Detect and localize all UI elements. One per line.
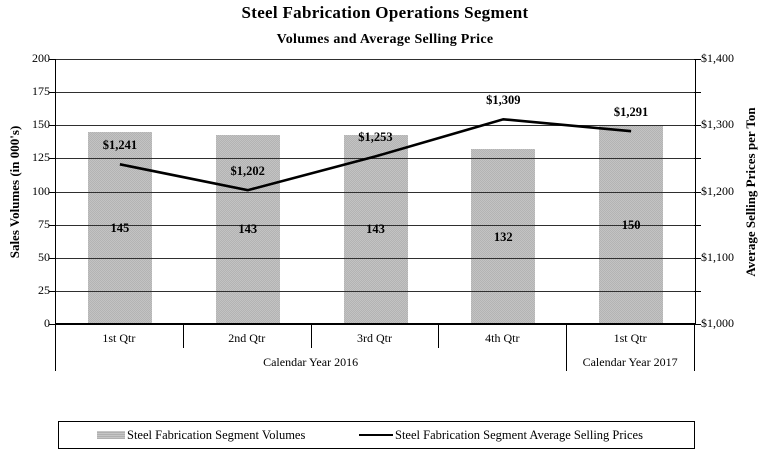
right-tick <box>694 158 701 160</box>
price-label: $1,309 <box>486 93 521 108</box>
y-tick-label-left: 75 <box>38 216 50 231</box>
price-label: $1,291 <box>613 105 649 120</box>
volume-bar <box>215 134 280 324</box>
y-tick-label-right: $1,300 <box>701 117 734 132</box>
gridline <box>56 92 695 94</box>
year-separator <box>694 324 695 371</box>
gridline <box>56 191 695 193</box>
left-tick <box>49 92 55 94</box>
left-tick <box>49 257 55 259</box>
year-group-label: Calendar Year 2016 <box>263 355 359 369</box>
right-tick <box>694 324 701 325</box>
gridline <box>56 125 695 127</box>
gray-bar-swatch <box>97 431 125 439</box>
y-tick-label-left: 175 <box>32 84 50 99</box>
volume-label: 150 <box>621 217 641 232</box>
y-tick-label-left: 25 <box>38 282 50 297</box>
black-line-swatch <box>359 434 393 436</box>
gridline <box>56 158 695 160</box>
right-tick <box>694 191 701 193</box>
legend-label-volumes: Steel Fabrication Segment Volumes <box>127 427 306 442</box>
x-tick-label: 3rd Qtr <box>356 331 392 345</box>
right-tick <box>694 257 701 259</box>
quarter-separator <box>310 324 312 348</box>
volume-label: 145 <box>110 220 130 235</box>
left-tick <box>49 125 55 127</box>
volume-label: 132 <box>493 229 513 244</box>
legend-label-prices: Steel Fabrication Segment Average Sellin… <box>395 427 643 442</box>
legend-item-prices: Steel Fabrication Segment Average Sellin… <box>359 422 643 448</box>
quarter-separator <box>438 324 440 348</box>
year-separator <box>55 324 56 371</box>
price-label: $1,253 <box>358 130 393 145</box>
right-tick <box>694 224 701 226</box>
y-tick-label-left: 0 <box>44 316 50 330</box>
legend-item-volumes: Steel Fabrication Segment Volumes <box>97 422 305 448</box>
right-tick <box>694 92 701 94</box>
volume-bar <box>471 149 536 324</box>
price-polyline <box>119 117 632 192</box>
y-tick-label-left: 100 <box>32 183 50 198</box>
y-tick-label-right: $1,100 <box>701 249 734 264</box>
y-tick-label-left: 125 <box>32 150 50 165</box>
chart-title: Steel Fabrication Operations Segment <box>241 3 529 22</box>
year-separator <box>566 324 568 371</box>
x-tick-label: 4th Qtr <box>485 331 520 345</box>
gridline <box>56 224 695 226</box>
x-tick-label: 2nd Qtr <box>228 331 266 345</box>
plot-area: 145 $1,241 143 $1,202 143 $1,253 132 $1,309 150 $… <box>55 59 696 324</box>
y-tick-label-right: $1,400 <box>701 51 734 65</box>
x-axis-line <box>55 323 695 325</box>
left-tick <box>49 224 55 226</box>
y-tick-label-right: $1,200 <box>701 183 734 198</box>
volume-label: 143 <box>366 222 385 237</box>
right-tick <box>694 125 701 127</box>
gridline <box>56 290 695 292</box>
left-tick <box>49 191 55 193</box>
y-tick-label-right: $1,000 <box>701 316 734 330</box>
y-tick-label-left: 50 <box>38 249 50 264</box>
x-tick-label: 1st Qtr <box>102 331 136 345</box>
volume-label: 143 <box>238 222 258 237</box>
legend: Steel Fabrication Segment Volumes Steel … <box>58 421 695 449</box>
y-tick-label-left: 150 <box>32 117 50 132</box>
left-tick <box>49 324 55 325</box>
price-label: $1,241 <box>102 138 138 153</box>
chart-subtitle: Volumes and Average Selling Price <box>276 32 494 47</box>
year-group-label: Calendar Year 2017 <box>582 355 678 369</box>
y-tick-label-left: 200 <box>32 51 50 65</box>
x-tick-label: 1st Qtr <box>613 331 647 345</box>
volume-bar <box>343 134 408 324</box>
right-tick <box>694 290 701 292</box>
left-tick <box>49 290 55 292</box>
left-tick <box>49 158 55 160</box>
right-tick <box>694 59 701 60</box>
price-line-series <box>119 117 632 192</box>
price-label: $1,202 <box>230 164 265 179</box>
left-tick <box>49 59 55 60</box>
volume-bar <box>87 131 152 324</box>
gridline <box>56 257 695 259</box>
quarter-separator <box>182 324 184 348</box>
gridline <box>56 59 695 60</box>
